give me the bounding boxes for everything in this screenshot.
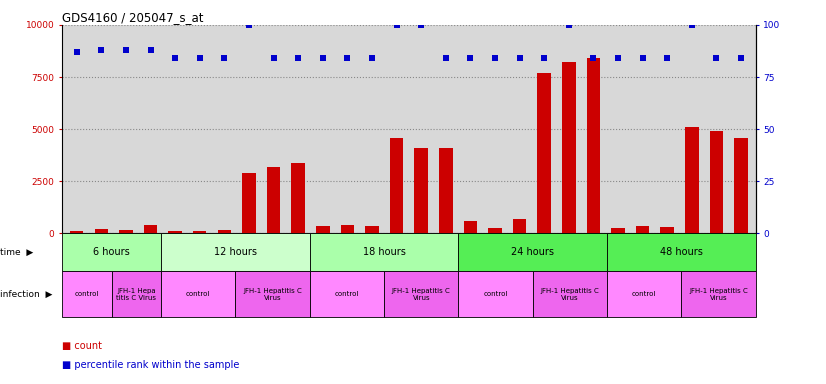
Bar [538,73,551,233]
Bar [586,58,601,233]
Bar [267,167,280,233]
Bar [310,233,458,271]
Bar [681,271,756,317]
Text: control: control [74,291,99,297]
Bar [217,230,231,233]
Bar [169,231,182,233]
Bar [161,233,310,271]
Text: JFH-1 Hepatitis C
Virus: JFH-1 Hepatitis C Virus [540,288,600,301]
Bar [316,226,330,233]
Bar [513,219,526,233]
Text: ■ percentile rank within the sample: ■ percentile rank within the sample [62,360,240,370]
Bar [94,229,108,233]
Bar [62,233,161,271]
Bar [661,227,674,233]
Bar [235,271,310,317]
Bar [607,233,756,271]
Text: 12 hours: 12 hours [214,247,257,257]
Text: JFH-1 Hepatitis C
Virus: JFH-1 Hepatitis C Virus [689,288,748,301]
Text: control: control [632,291,657,297]
Bar [562,63,576,233]
Text: control: control [483,291,508,297]
Bar [685,127,699,233]
Text: JFH-1 Hepatitis C
Virus: JFH-1 Hepatitis C Virus [392,288,451,301]
Bar [193,231,206,233]
Text: control: control [335,291,359,297]
Bar [62,271,112,317]
Text: ■ count: ■ count [62,341,102,351]
Bar [384,271,458,317]
Text: 48 hours: 48 hours [660,247,703,257]
Bar [112,271,161,317]
Bar [415,148,428,233]
Bar [439,148,453,233]
Bar [340,225,354,233]
Bar [390,137,403,233]
Text: JFH-1 Hepa
titis C Virus: JFH-1 Hepa titis C Virus [116,288,156,301]
Bar [242,173,256,233]
Bar [734,137,748,233]
Bar [161,271,235,317]
Bar [458,271,533,317]
Bar [310,271,384,317]
Bar [710,131,724,233]
Text: control: control [186,291,211,297]
Text: time  ▶: time ▶ [0,248,33,257]
Bar [636,226,649,233]
Bar [533,271,607,317]
Text: 6 hours: 6 hours [93,247,130,257]
Text: infection  ▶: infection ▶ [0,290,52,298]
Bar [611,228,624,233]
Bar [144,225,157,233]
Bar [119,230,133,233]
Bar [607,271,681,317]
Bar [70,231,83,233]
Bar [292,162,305,233]
Text: JFH-1 Hepatitis C
Virus: JFH-1 Hepatitis C Virus [243,288,302,301]
Bar [458,233,607,271]
Text: 18 hours: 18 hours [363,247,406,257]
Bar [488,228,501,233]
Bar [463,221,477,233]
Text: GDS4160 / 205047_s_at: GDS4160 / 205047_s_at [62,11,203,24]
Text: 24 hours: 24 hours [511,247,554,257]
Bar [365,226,379,233]
